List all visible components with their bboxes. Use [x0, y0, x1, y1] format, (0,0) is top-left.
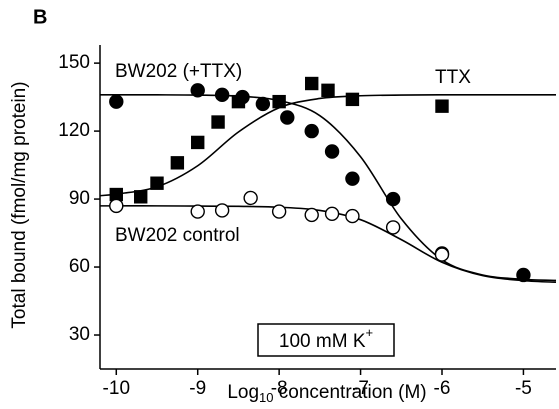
y-tick-label: 60	[69, 256, 90, 277]
circle-marker	[190, 204, 205, 219]
x-tick-label: -8	[271, 378, 288, 399]
series-label: BW202 (+TTX)	[115, 61, 242, 82]
circle-marker	[271, 204, 287, 219]
circle-marker	[324, 206, 340, 221]
square-marker	[272, 94, 286, 109]
square-marker	[321, 83, 335, 98]
annotation-sup: +	[366, 325, 374, 340]
circle-marker	[109, 198, 124, 214]
x-axis-label: Log10 concentration (M)	[227, 382, 426, 405]
circle-marker	[434, 247, 450, 262]
y-axis-label: Total bound (fmol/mg protein)	[9, 81, 30, 328]
circle-marker	[304, 207, 319, 223]
circle-marker	[516, 267, 531, 283]
fit-line	[100, 205, 557, 284]
x-tick-label: -9	[189, 378, 206, 399]
square-marker	[305, 76, 319, 91]
circle-marker	[280, 110, 295, 125]
y-tick-label: 150	[58, 52, 90, 73]
circle-marker	[385, 191, 401, 207]
x-tick-label: -5	[515, 378, 532, 399]
x-label-text: Log	[227, 382, 259, 403]
series-label: TTX	[435, 67, 471, 88]
circle-marker	[243, 190, 258, 206]
annotation-box	[257, 323, 395, 357]
x-tick-label: -6	[434, 378, 451, 399]
circle-marker	[385, 220, 401, 235]
annotation-text: 100 mM K	[279, 331, 366, 352]
square-marker	[134, 190, 148, 204]
square-marker	[435, 99, 449, 113]
square-marker	[345, 92, 360, 107]
circle-marker	[255, 96, 271, 112]
y-tick-label: 120	[58, 120, 90, 141]
circle-marker	[324, 144, 340, 159]
panel-label: B	[33, 6, 47, 28]
circle-marker	[304, 123, 319, 139]
series-label: BW202 control	[115, 225, 240, 246]
x-tick-label: -7	[352, 378, 369, 399]
circle-marker	[214, 203, 230, 218]
circle-marker	[190, 83, 205, 98]
square-marker	[150, 176, 164, 190]
square-marker	[211, 115, 225, 129]
circle-marker	[214, 87, 230, 103]
x-label-sub: 10	[259, 390, 273, 405]
circle-marker	[109, 94, 124, 109]
y-tick-label: 30	[69, 324, 90, 345]
y-tick-label: 90	[69, 188, 90, 209]
circle-marker	[345, 171, 360, 186]
square-marker	[191, 135, 205, 150]
fit-line	[99, 94, 556, 197]
fit-line	[99, 94, 557, 282]
circle-marker	[235, 89, 250, 105]
x-label-rest: concentration (M)	[274, 382, 427, 403]
annotation: 100 mM K+	[279, 325, 373, 352]
x-tick-label: -10	[103, 378, 130, 399]
square-marker	[170, 156, 185, 170]
circle-marker	[345, 208, 360, 224]
